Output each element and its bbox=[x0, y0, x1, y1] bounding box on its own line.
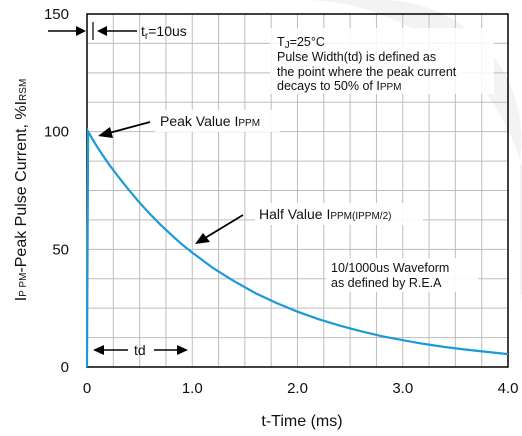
td-label: td bbox=[134, 342, 146, 358]
peak-arrow-head bbox=[98, 127, 113, 138]
x-tick-label: 3.0 bbox=[392, 380, 413, 397]
y-tick-label: 100 bbox=[44, 124, 69, 141]
x-tick-label: 0 bbox=[83, 380, 91, 397]
peak-arrow bbox=[108, 121, 151, 134]
y-axis-title: IP PM-Peak Pulse Current, %IRSM bbox=[13, 79, 30, 302]
x-tick-label: 4.0 bbox=[498, 380, 519, 397]
series-line-waveform bbox=[85, 127, 509, 368]
td-arrow-right-head bbox=[177, 345, 188, 355]
peak-value-label: Peak Value IPPM bbox=[160, 113, 260, 129]
td-arrow-left-head bbox=[93, 345, 104, 355]
waveform-note-line2: as defined by R.E.A bbox=[331, 276, 442, 290]
y-tick-label: 0 bbox=[61, 359, 69, 376]
y-tick-label: 150 bbox=[44, 6, 69, 23]
half-value-label: Half Value IPPM(IPPM/2) bbox=[259, 206, 391, 222]
tr-label: tr=10us bbox=[141, 23, 187, 42]
svg-text:TJ=25°C: TJ=25°C bbox=[277, 35, 325, 51]
svg-text:decays to 50% of IPPM: decays to 50% of IPPM bbox=[277, 79, 402, 93]
half-arrow-head bbox=[195, 233, 210, 244]
x-tick-label: 2.0 bbox=[287, 380, 308, 397]
y-tick-label: 50 bbox=[52, 241, 69, 258]
tick-labels: 0 1.0 2.0 3.0 4.0 0 50 100 150 bbox=[44, 6, 518, 397]
x-axis-title: t-Time (ms) bbox=[261, 413, 342, 430]
tr-arrow-left-head bbox=[76, 26, 86, 36]
tr-arrow-right-head bbox=[97, 26, 107, 36]
svg-text:Pulse Width(td) is defined as: Pulse Width(td) is defined as bbox=[277, 50, 436, 64]
waveform-note-line1: 10/1000us Waveform bbox=[331, 261, 449, 275]
half-arrow bbox=[204, 214, 244, 239]
svg-text:the point where the peak curre: the point where the peak current bbox=[277, 65, 457, 79]
conditions-note: TJ=25°C Pulse Width(td) is defined as th… bbox=[270, 28, 494, 94]
x-tick-label: 1.0 bbox=[182, 380, 203, 397]
